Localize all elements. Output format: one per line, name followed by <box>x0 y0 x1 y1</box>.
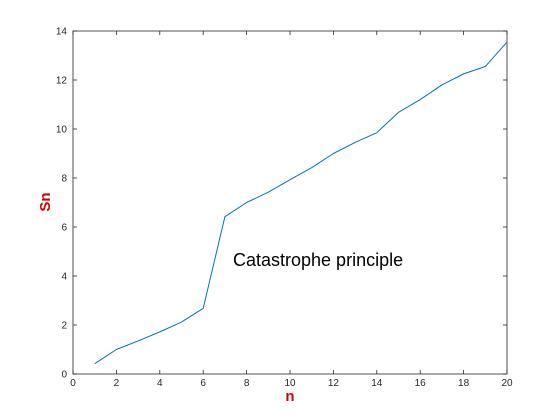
y-tick-label: 8 <box>61 174 67 185</box>
x-tick-label: 2 <box>114 378 120 389</box>
x-tick-label: 0 <box>70 378 76 389</box>
y-tick-label: 10 <box>56 125 68 136</box>
y-axis-label: Sn <box>37 192 54 211</box>
x-tick-label: 12 <box>328 378 340 389</box>
y-tick-label: 14 <box>56 27 68 38</box>
x-tick-label: 4 <box>157 378 163 389</box>
y-tick-label: 12 <box>56 76 68 87</box>
y-tick-label: 4 <box>61 272 67 283</box>
chart-annotation: Catastrophe principle <box>233 250 403 270</box>
y-tick-label: 6 <box>61 223 67 234</box>
x-tick-label: 6 <box>200 378 206 389</box>
axes-box <box>72 30 508 375</box>
y-tick-label: 2 <box>61 321 67 332</box>
x-tick-label: 16 <box>415 378 427 389</box>
x-tick-label: 20 <box>501 378 513 389</box>
x-tick-label: 18 <box>458 378 470 389</box>
x-tick-label: 8 <box>244 378 250 389</box>
x-tick-label: 14 <box>371 378 383 389</box>
x-axis-label: n <box>285 388 294 405</box>
ticks-group <box>72 30 508 375</box>
y-tick-label: 0 <box>61 370 67 381</box>
tick-labels-group: 0 2 4 6 8 10 12 14 16 18 20 0 2 4 6 8 10 12 14 <box>56 27 513 390</box>
x-tick-label: 10 <box>284 378 296 389</box>
series-layer <box>94 41 508 365</box>
series-line <box>94 41 508 365</box>
